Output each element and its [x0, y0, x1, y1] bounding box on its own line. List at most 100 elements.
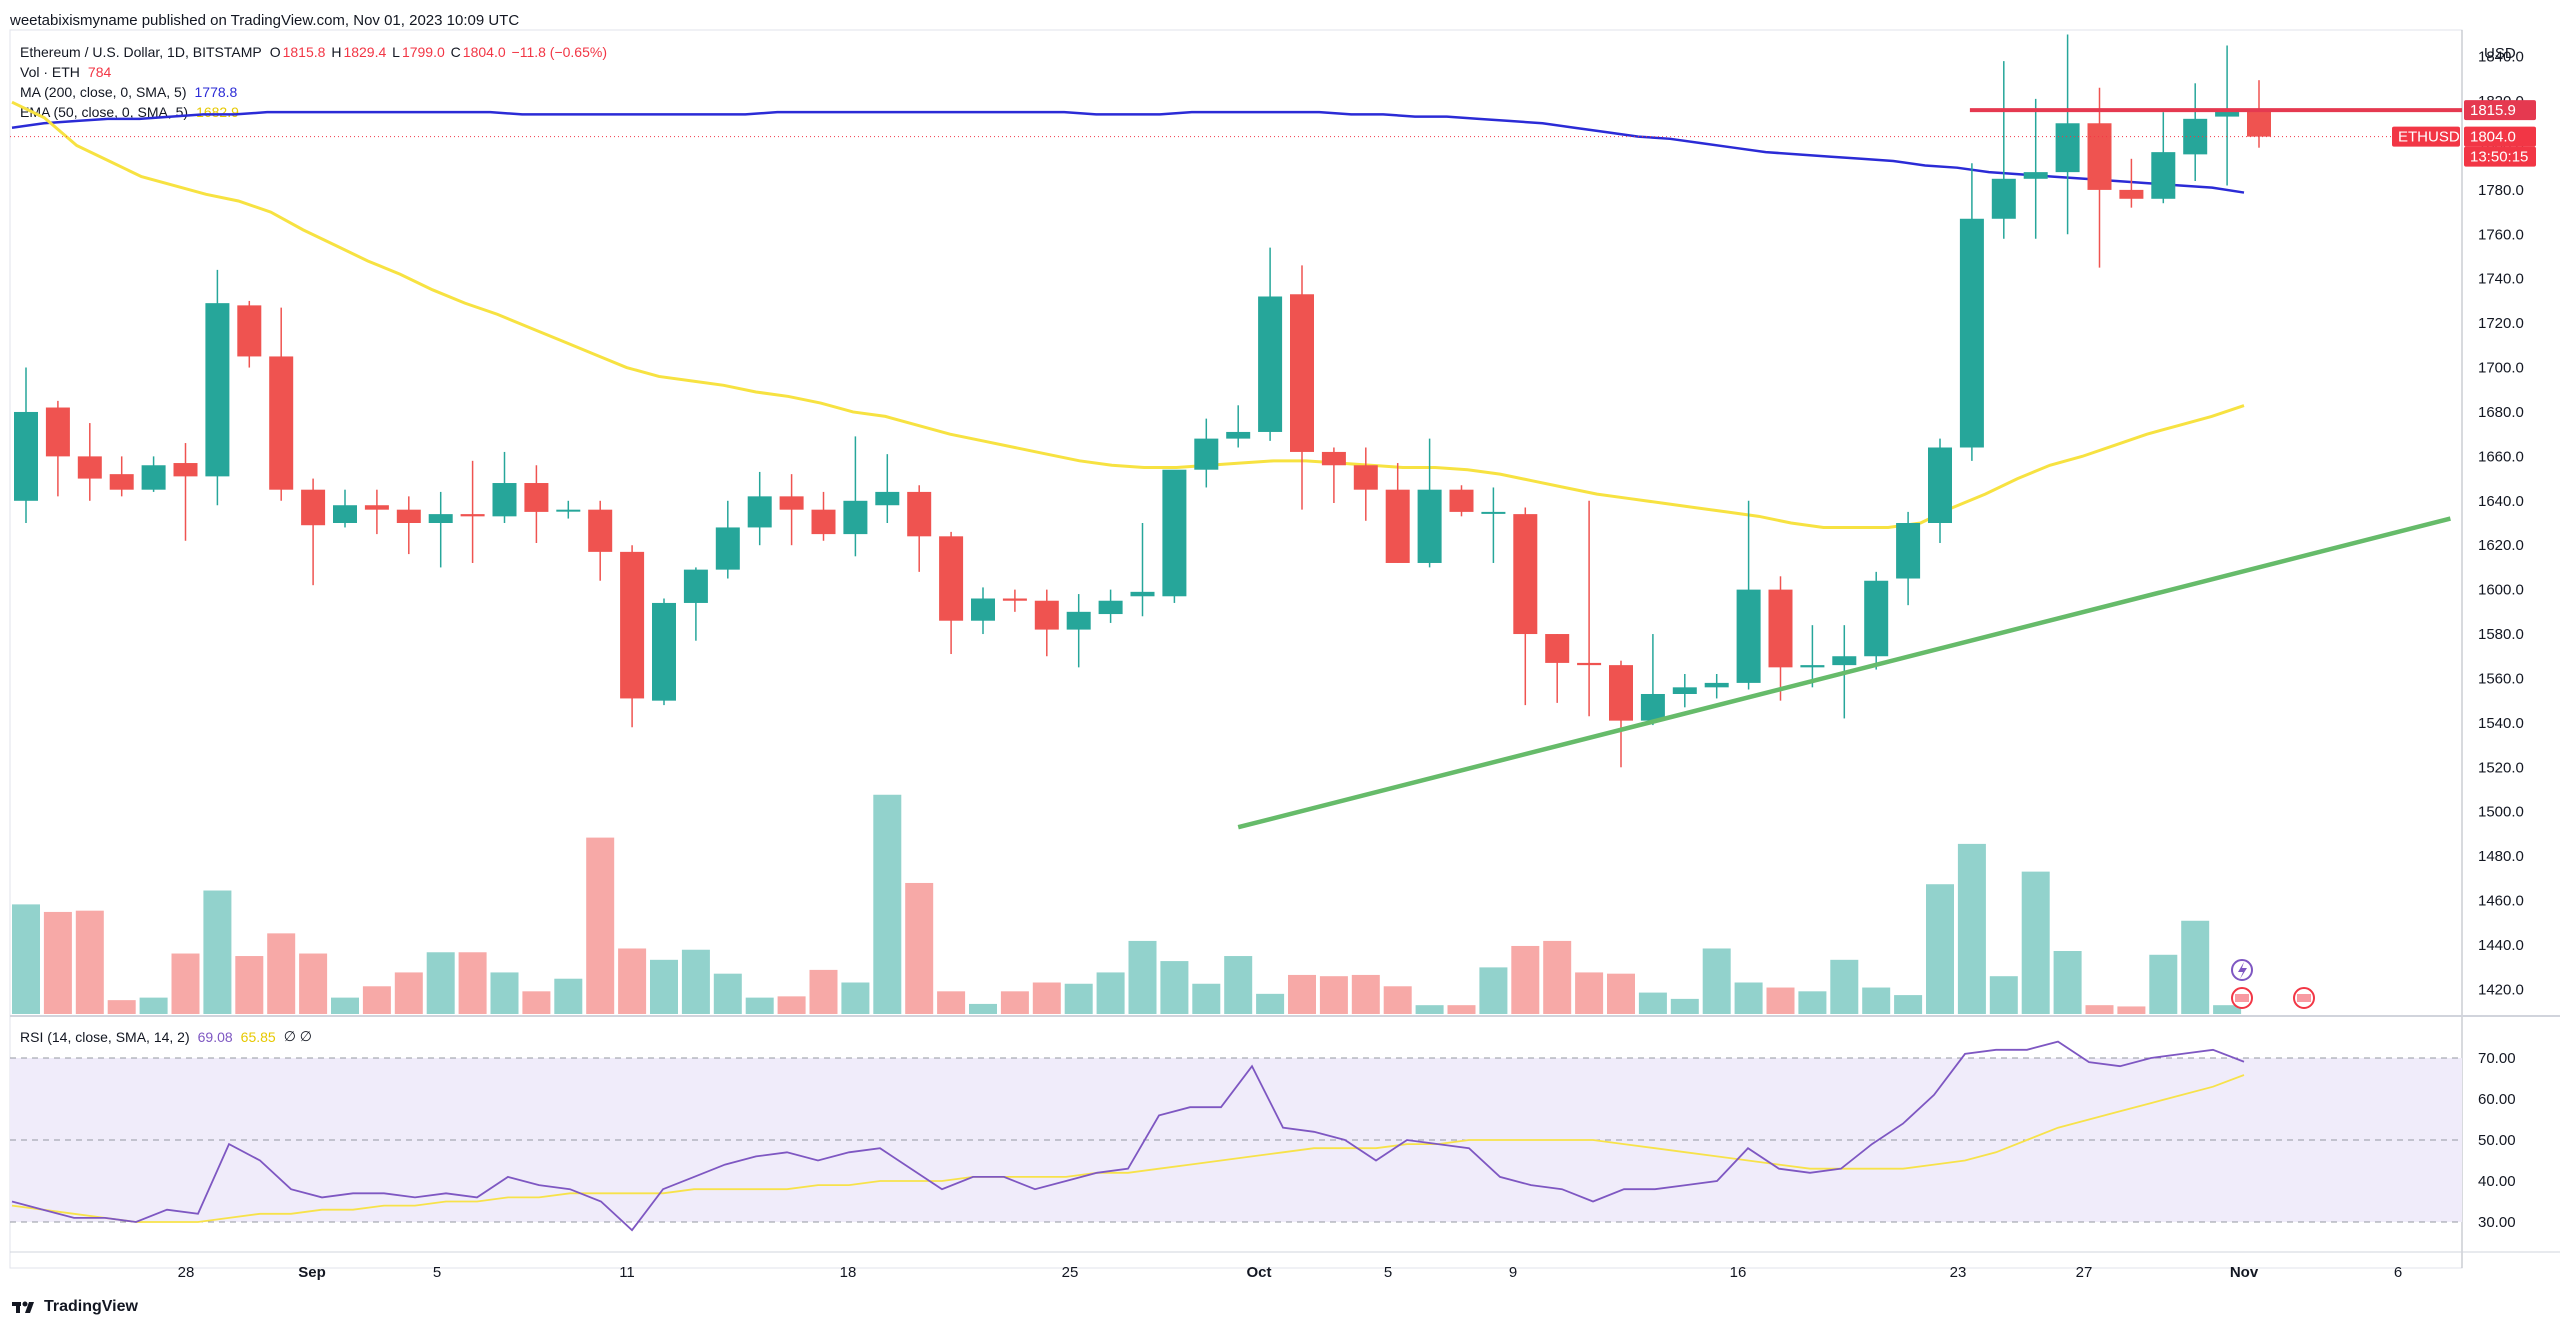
candle-body[interactable]: [2023, 172, 2048, 179]
candle-body[interactable]: [396, 509, 421, 523]
candle-body[interactable]: [1290, 294, 1314, 452]
candle-body[interactable]: [2151, 152, 2176, 199]
candle-body[interactable]: [1640, 693, 1665, 721]
time-axis[interactable]: 28 Sep 5 11 18 25 Oct 5 9 16 23 27 Nov 6: [178, 1264, 2403, 1281]
price-tick-label[interactable]: 1660.0: [2478, 448, 2524, 465]
price-tick-label[interactable]: 1760.0: [2478, 226, 2524, 243]
candle-body[interactable]: [939, 536, 964, 621]
candle-body[interactable]: [141, 465, 166, 490]
ma-legend[interactable]: MA (200, close, 0, SMA, 5) 1778.8: [20, 84, 238, 100]
price-tick-label[interactable]: 1580.0: [2478, 626, 2524, 643]
time-tick-label[interactable]: 25: [1062, 1264, 1079, 1281]
candle-body[interactable]: [1226, 431, 1251, 439]
time-tick-label[interactable]: Nov: [2230, 1264, 2259, 1281]
price-tick-label[interactable]: 1440.0: [2478, 937, 2524, 954]
candle-body[interactable]: [492, 483, 517, 517]
price-tick-label[interactable]: 1600.0: [2478, 582, 2524, 599]
candle-body[interactable]: [173, 463, 198, 477]
candle-body[interactable]: [556, 509, 581, 512]
event-icons[interactable]: [2231, 959, 2315, 1009]
candle-body[interactable]: [1768, 589, 1793, 668]
price-tick-label[interactable]: 1740.0: [2478, 271, 2524, 288]
time-tick-label[interactable]: Sep: [298, 1264, 326, 1281]
price-tick-label[interactable]: 1480.0: [2478, 848, 2524, 865]
candle-body[interactable]: [843, 500, 868, 535]
time-tick-label[interactable]: 5: [1384, 1264, 1392, 1281]
candle-body[interactable]: [1736, 589, 1761, 683]
candle-body[interactable]: [1800, 665, 1825, 668]
candle-body[interactable]: [811, 509, 836, 535]
candle-body[interactable]: [1385, 489, 1410, 563]
candle-body[interactable]: [1258, 296, 1283, 432]
candle-body[interactable]: [1991, 178, 2016, 219]
candle-body[interactable]: [1449, 489, 1474, 512]
candle-body[interactable]: [2247, 110, 2271, 137]
price-tick-label[interactable]: 1680.0: [2478, 404, 2524, 421]
candle-body[interactable]: [1577, 662, 1602, 666]
candle-body[interactable]: [237, 305, 262, 357]
volume-legend[interactable]: Vol · ETH 784: [20, 64, 112, 80]
candle-body[interactable]: [1609, 665, 1633, 721]
candle-body[interactable]: [747, 496, 772, 528]
price-tick-label[interactable]: 1540.0: [2478, 715, 2524, 732]
candle-body[interactable]: [907, 491, 932, 537]
candle-body[interactable]: [460, 514, 485, 517]
candle-body[interactable]: [1130, 591, 1155, 597]
candle-body[interactable]: [2215, 109, 2240, 117]
candle-body[interactable]: [1864, 580, 1889, 657]
price-tick-label[interactable]: 1560.0: [2478, 670, 2524, 687]
candle-body[interactable]: [1481, 511, 1506, 514]
candle-body[interactable]: [1098, 600, 1123, 615]
candle-body[interactable]: [1896, 523, 1921, 579]
candle-body[interactable]: [683, 569, 708, 603]
price-tick-label[interactable]: 1720.0: [2478, 315, 2524, 332]
tradingview-logo[interactable]: TradingView: [12, 1298, 138, 1316]
candle-body[interactable]: [301, 489, 326, 526]
price-tick-label[interactable]: 1500.0: [2478, 804, 2524, 821]
candle-body[interactable]: [1513, 514, 1538, 635]
candle-body[interactable]: [1417, 489, 1442, 563]
candle-body[interactable]: [588, 509, 613, 552]
candle-body[interactable]: [1928, 447, 1952, 523]
price-tick-label[interactable]: 1620.0: [2478, 537, 2524, 554]
candle-body[interactable]: [1672, 687, 1697, 694]
candle-body[interactable]: [1034, 600, 1059, 630]
ema-legend[interactable]: EMA (50, close, 0, SMA, 5) 1682.9: [20, 104, 239, 120]
candle-body[interactable]: [971, 598, 995, 621]
candle-body[interactable]: [1704, 682, 1729, 688]
candle-body[interactable]: [1194, 438, 1219, 470]
candle-body[interactable]: [1353, 465, 1378, 490]
candle-body[interactable]: [1959, 218, 1984, 448]
candle-body[interactable]: [2183, 118, 2208, 155]
candle-body[interactable]: [14, 411, 38, 501]
candle-body[interactable]: [77, 456, 102, 479]
drawings[interactable]: [10, 108, 2462, 830]
time-tick-label[interactable]: 5: [433, 1264, 441, 1281]
candle-body[interactable]: [1002, 598, 1027, 601]
support-trendline[interactable]: [1237, 516, 2451, 830]
candle-body[interactable]: [2119, 189, 2144, 199]
candle-body[interactable]: [269, 356, 294, 490]
candle-body[interactable]: [652, 602, 676, 701]
candle-body[interactable]: [1321, 451, 1346, 466]
candle-body[interactable]: [109, 474, 134, 490]
candle-body[interactable]: [715, 527, 740, 570]
rsi-legend[interactable]: RSI (14, close, SMA, 14, 2) 69.08 65.85 …: [20, 1028, 312, 1045]
price-tick-label[interactable]: 1780.0: [2478, 182, 2524, 199]
candle-body[interactable]: [875, 491, 900, 506]
candle-body[interactable]: [620, 551, 645, 699]
candle-body[interactable]: [364, 505, 389, 510]
candle-body[interactable]: [333, 505, 357, 523]
time-tick-label[interactable]: 9: [1509, 1264, 1517, 1281]
time-tick-label[interactable]: 11: [619, 1264, 635, 1281]
candle-body[interactable]: [2087, 123, 2112, 190]
candle-body[interactable]: [205, 303, 230, 477]
candlesticks[interactable]: [14, 34, 2271, 768]
price-tick-label[interactable]: 1640.0: [2478, 493, 2524, 510]
time-tick-label[interactable]: 16: [1730, 1264, 1747, 1281]
time-tick-label[interactable]: 23: [1950, 1264, 1967, 1281]
time-tick-label[interactable]: 27: [2076, 1264, 2093, 1281]
price-tick-label[interactable]: 1520.0: [2478, 759, 2524, 776]
candle-body[interactable]: [779, 496, 804, 510]
